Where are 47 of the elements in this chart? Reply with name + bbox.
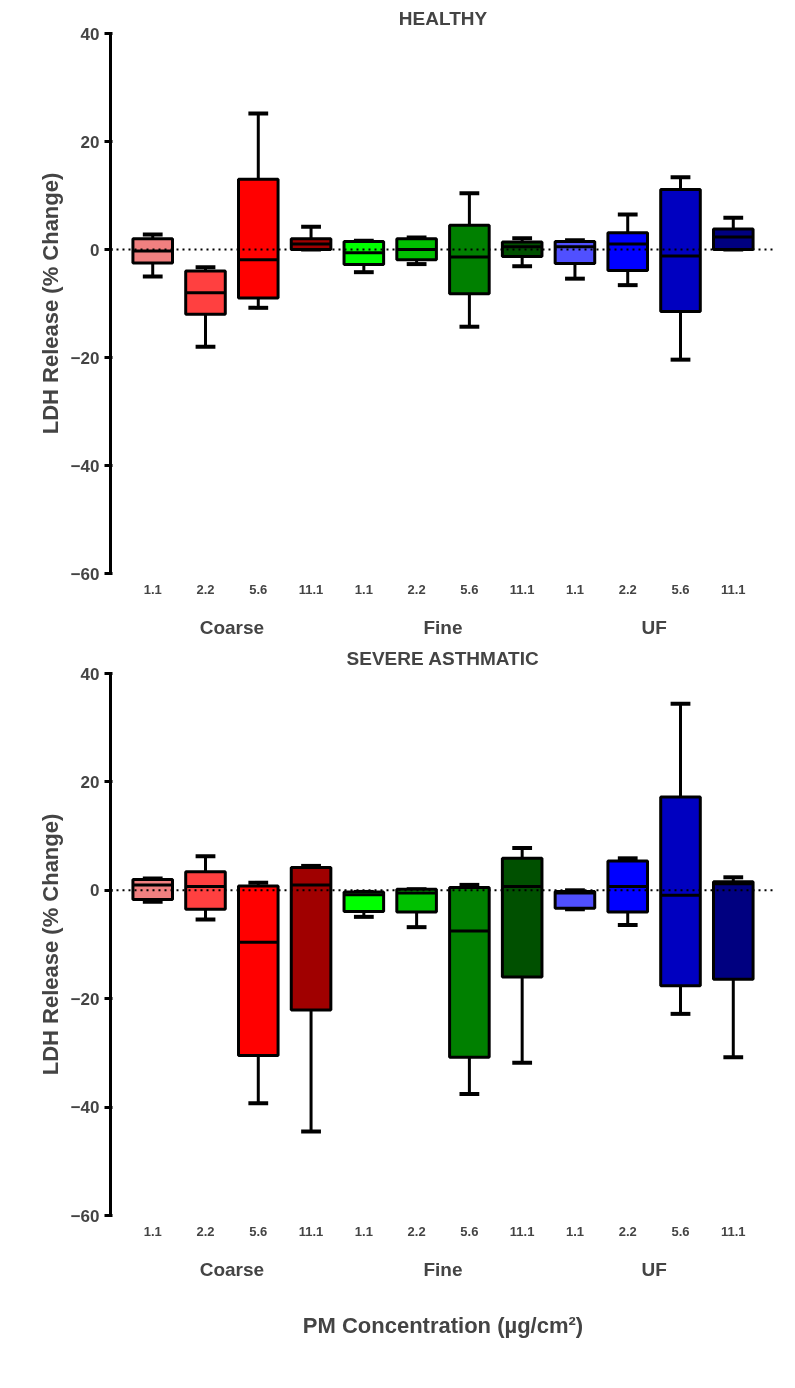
- text: UF: [641, 616, 667, 638]
- x-tick-label: 2.2: [407, 581, 426, 597]
- chart-title: HEALTHY: [398, 7, 488, 29]
- x-tick-label: 1.1: [565, 1223, 584, 1239]
- y-tick-label: −60: [70, 564, 100, 584]
- y-tick-label: 40: [80, 24, 100, 44]
- y-tick-label: −20: [70, 348, 100, 368]
- x-tick-label: 11.1: [298, 581, 324, 597]
- x-tick-label: 5.6: [249, 1223, 268, 1239]
- text: UF: [641, 1258, 667, 1280]
- x-tick-label: 11.1: [509, 581, 535, 597]
- x-tick-label: 2.2: [196, 1223, 215, 1239]
- x-tick-label: 5.6: [671, 1223, 690, 1239]
- x-tick-label: 2.2: [618, 1223, 637, 1239]
- x-tick-label: 1.1: [143, 1223, 162, 1239]
- x-tick-label: 1.1: [565, 581, 584, 597]
- x-tick-label: 11.1: [720, 581, 746, 597]
- x-tick-label: 2.2: [196, 581, 215, 597]
- y-axis-title: LDH Release (% Change): [37, 172, 63, 435]
- y-tick-label: −20: [70, 989, 100, 1009]
- y-tick-label: 20: [80, 132, 100, 152]
- x-tick-label: 11.1: [720, 1223, 746, 1239]
- y-tick-label: 20: [80, 772, 100, 792]
- x-tick-label: 11.1: [298, 1223, 324, 1239]
- x-tick-label: 1.1: [354, 1223, 373, 1239]
- x-tick-label: 5.6: [460, 581, 479, 597]
- x-tick-label: 5.6: [460, 1223, 479, 1239]
- x-axis-title: PM Concentration (µg/cm²): [302, 1312, 584, 1338]
- x-tick-label: 2.2: [618, 581, 637, 597]
- y-tick-label: −60: [70, 1206, 100, 1226]
- chart-title: SEVERE ASTHMATIC: [346, 647, 539, 669]
- y-tick-label: 0: [90, 881, 100, 901]
- x-tick-label: 5.6: [671, 581, 690, 597]
- y-tick-label: 0: [90, 240, 100, 260]
- x-tick-label: 5.6: [249, 581, 268, 597]
- y-axis-title: LDH Release (% Change): [37, 813, 63, 1076]
- text: Coarse: [199, 1258, 265, 1280]
- text: Fine: [423, 1258, 463, 1280]
- text: Coarse: [199, 616, 265, 638]
- x-tick-label: 1.1: [143, 581, 162, 597]
- x-tick-label: 11.1: [509, 1223, 535, 1239]
- text: Fine: [423, 616, 463, 638]
- y-tick-label: 40: [80, 664, 100, 684]
- y-tick-label: −40: [70, 1098, 100, 1118]
- y-tick-label: −40: [70, 456, 100, 476]
- x-tick-label: 1.1: [354, 581, 373, 597]
- x-tick-label: 2.2: [407, 1223, 426, 1239]
